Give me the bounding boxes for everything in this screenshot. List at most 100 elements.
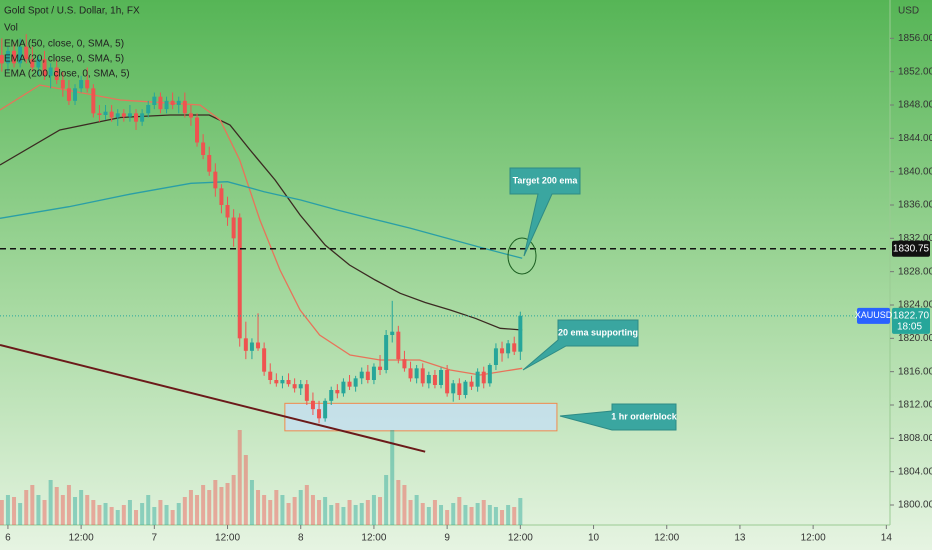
y-tick-label: 1824.00	[898, 300, 932, 311]
x-tick-label: 12:00	[801, 533, 826, 544]
volume-bar	[91, 500, 96, 525]
volume-bar	[207, 490, 212, 525]
candle-body	[243, 338, 248, 351]
y-tick-label: 1844.00	[898, 133, 932, 144]
callout-text: 20 ema supporting	[558, 327, 638, 337]
volume-bar	[262, 495, 267, 525]
volume-bar	[323, 497, 328, 525]
candle-body	[408, 368, 413, 379]
legend-entry: EMA (20, close, 0, SMA, 5)	[4, 54, 124, 65]
candle-body	[85, 80, 90, 89]
candle-body	[30, 59, 35, 68]
candle-body	[481, 371, 486, 384]
legend-entry: EMA (50, close, 0, SMA, 5)	[4, 39, 124, 50]
volume-bar	[60, 495, 65, 525]
candle-body	[268, 371, 273, 380]
chart-title: Gold Spot / U.S. Dollar, 1h, FX	[4, 6, 140, 17]
candle-body	[146, 105, 151, 114]
countdown-label: 18:05	[897, 321, 922, 332]
volume-bar	[341, 507, 346, 525]
ema-line	[0, 114, 523, 331]
volume-bar	[506, 505, 511, 525]
volume-bar	[176, 503, 181, 525]
volume-bar	[42, 500, 47, 525]
candle-body	[18, 46, 23, 64]
volume-bar	[402, 485, 407, 525]
x-tick-label: 12:00	[215, 533, 240, 544]
y-tick-label: 1840.00	[898, 166, 932, 177]
candle-body	[36, 59, 41, 68]
candle-body	[73, 88, 78, 101]
candle-body	[298, 384, 303, 389]
candle-body	[127, 113, 132, 117]
candle-body	[91, 88, 96, 114]
y-tick-label: 1812.00	[898, 400, 932, 411]
price-tag	[892, 307, 930, 334]
candle-body	[24, 46, 29, 60]
volume-bar	[195, 495, 200, 525]
candle-body	[341, 381, 346, 394]
candle-body	[219, 188, 224, 205]
y-tick-label: 1836.00	[898, 200, 932, 211]
volume-bar	[414, 495, 419, 525]
candle-body	[402, 359, 407, 369]
volume-bar	[439, 505, 444, 525]
x-tick-label: 12:00	[361, 533, 386, 544]
volume-bar	[335, 503, 340, 525]
volume-bar	[97, 505, 102, 525]
volume-bar	[310, 495, 315, 525]
volume-bar	[304, 485, 309, 525]
candle-body	[457, 383, 462, 395]
volume-bar	[347, 500, 352, 525]
candle-body	[378, 366, 383, 370]
callout-text: 1 hr orderblock	[611, 411, 678, 421]
volume-bar	[231, 475, 236, 525]
volume-bar	[518, 498, 523, 525]
candle-body	[12, 50, 17, 64]
volume-bar	[396, 480, 401, 525]
volume-bar	[249, 480, 254, 525]
candle-body	[304, 384, 309, 401]
volume-bar	[127, 500, 132, 525]
currency-label: USD	[898, 6, 919, 17]
x-tick-label: 14	[881, 533, 893, 544]
candle-body	[201, 142, 206, 155]
x-tick-label: 13	[734, 533, 746, 544]
y-tick-label: 1808.00	[898, 433, 932, 444]
y-tick-label: 1816.00	[898, 366, 932, 377]
volume-bar	[256, 490, 261, 525]
volume-bar	[274, 490, 279, 525]
volume-bar	[164, 505, 169, 525]
x-tick-label: 12:00	[69, 533, 94, 544]
candle-body	[493, 348, 498, 365]
candle-body	[426, 375, 431, 384]
candle-body	[262, 348, 267, 372]
candle-body	[164, 100, 169, 110]
volume-bar	[475, 503, 480, 525]
candle-body	[451, 383, 456, 394]
volume-bar	[30, 485, 35, 525]
x-tick-label: 12:00	[654, 533, 679, 544]
candle-body	[213, 171, 218, 189]
candle-body	[445, 370, 450, 394]
candle-body	[0, 55, 4, 64]
y-tick-label: 1804.00	[898, 466, 932, 477]
candle-body	[274, 380, 279, 384]
volume-bar	[329, 505, 334, 525]
volume-bar	[512, 507, 517, 525]
volume-bar	[371, 495, 376, 525]
volume-bar	[109, 507, 114, 525]
candle-body	[512, 343, 517, 352]
volume-bar	[237, 430, 242, 525]
x-tick-label: 12:00	[508, 533, 533, 544]
candle-body	[292, 384, 297, 389]
candle-body	[317, 409, 322, 419]
x-tick-label: 9	[444, 533, 450, 544]
candle-body	[371, 366, 376, 380]
volume-bar	[158, 500, 163, 525]
candle-body	[487, 365, 492, 384]
candle-body	[170, 100, 175, 105]
volume-bar	[500, 510, 505, 525]
volume-bar	[152, 507, 157, 525]
